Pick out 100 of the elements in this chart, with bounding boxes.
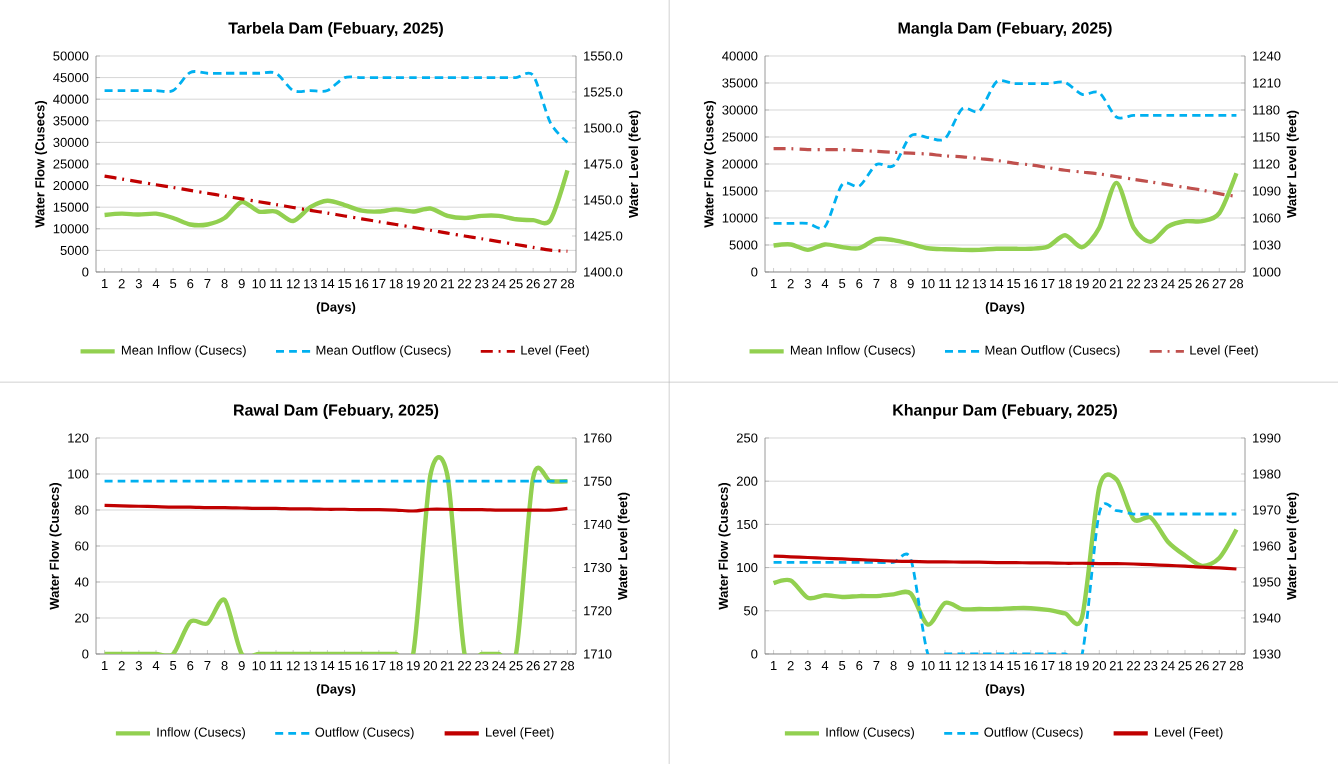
x-tick-label: 6: [856, 279, 863, 289]
x-tick-label: 28: [560, 279, 575, 289]
x-tick-label: 16: [1024, 279, 1038, 289]
x-tick-label: 21: [440, 279, 455, 289]
x-tick-label: 22: [458, 661, 472, 671]
y2-tick-label: 1760: [584, 433, 612, 443]
y-tick-label: 25000: [722, 132, 758, 142]
y2-tick-label: 1030: [1253, 240, 1281, 250]
line-series: [771, 554, 1239, 571]
legend-label: Inflow (Cusecs): [157, 727, 245, 740]
y2-tick-label: 1980: [1253, 469, 1281, 479]
x-tick-label: 25: [509, 279, 523, 289]
x-tick-label: 25: [509, 661, 523, 671]
x-tick-label: 9: [238, 279, 245, 289]
y-tick-label: 30000: [722, 105, 758, 115]
x-tick-label: 5: [170, 661, 177, 671]
x-tick-label: 4: [821, 279, 829, 288]
x-tick-label: 6: [856, 661, 863, 671]
y-tick-label: 10000: [722, 213, 758, 223]
legend-label: Level (Feet): [1155, 727, 1223, 740]
x-tick-label: 3: [135, 661, 142, 671]
y-tick-label: 100: [737, 563, 758, 573]
y2-tick-label: 1210: [1253, 78, 1281, 88]
y2-tick-label: 1990: [1253, 433, 1281, 443]
x-tick-label: 23: [1144, 661, 1158, 671]
x-tick-label: 11: [270, 279, 283, 288]
y-tick-label: 120: [68, 433, 89, 443]
x-tick-label: 11: [270, 661, 283, 670]
x-tick-label: 22: [458, 279, 472, 289]
y2-tick-label: 1150: [1253, 132, 1280, 142]
x-tick-label: 16: [355, 661, 369, 671]
legend-label: Level (Feet): [486, 727, 554, 740]
y2-tick-label: 1750: [584, 476, 612, 486]
x-tick-label: 10: [921, 661, 935, 671]
x-tick-label: 28: [1229, 661, 1244, 671]
y-tick-label: 20000: [53, 181, 89, 191]
x-tick-label: 22: [1127, 279, 1141, 289]
y2-tick-label: 1940: [1253, 613, 1281, 623]
x-tick-label: 2: [118, 279, 125, 289]
x-tick-label: 3: [804, 279, 811, 289]
x-tick-label: 17: [1041, 279, 1055, 288]
x-tick-label: 18: [1058, 279, 1072, 289]
x-tick-label: 14: [321, 279, 335, 288]
y-tick-label: 25000: [53, 159, 89, 169]
x-tick-label: 19: [406, 279, 420, 289]
x-tick-label: 21: [1109, 279, 1124, 289]
x-tick-label: 18: [389, 279, 403, 289]
y-tick-label: 150: [737, 519, 758, 529]
x-tick-label: 9: [238, 661, 245, 671]
y-tick-label: 40: [74, 577, 89, 587]
x-tick-label: 14: [990, 661, 1004, 670]
x-tick-label: 23: [1144, 279, 1158, 289]
legend-label: Outflow (Cusecs): [315, 727, 414, 740]
x-axis-title: (Days): [316, 302, 356, 315]
y-tick-label: 50000: [53, 51, 89, 61]
y-tick-label: 60: [75, 541, 89, 551]
x-tick-label: 8: [221, 279, 228, 289]
x-tick-label: 1: [101, 661, 108, 670]
x-tick-label: 1: [101, 279, 108, 288]
x-tick-label: 4: [821, 661, 829, 670]
x-tick-label: 4: [152, 661, 160, 670]
y-tick-label: 100: [68, 469, 89, 479]
chart-title: Rawal Dam (Febuary, 2025): [234, 404, 439, 419]
y2-tick-label: 1960: [1253, 541, 1281, 551]
line-series: [771, 170, 1239, 253]
x-tick-label: 6: [187, 661, 194, 671]
y-tick-label: 5000: [729, 240, 758, 250]
y-axis-title: Water Flow (Cusecs): [718, 482, 731, 610]
y-tick-label: 15000: [53, 202, 89, 212]
x-tick-label: 19: [1075, 279, 1089, 289]
x-tick-label: 28: [560, 661, 575, 671]
x-tick-label: 28: [1229, 279, 1244, 289]
x-tick-label: 7: [873, 661, 880, 670]
x-tick-label: 11: [939, 661, 952, 670]
x-tick-label: 5: [839, 661, 846, 671]
y-tick-label: 45000: [53, 73, 89, 83]
y-tick-label: 10000: [53, 224, 89, 234]
x-tick-label: 25: [1178, 661, 1192, 671]
y-tick-label: 35000: [53, 116, 89, 126]
x-tick-label: 5: [839, 279, 846, 289]
x-tick-label: 15: [1007, 279, 1021, 289]
x-tick-label: 15: [338, 279, 352, 289]
line-series: [102, 174, 570, 253]
x-tick-label: 14: [321, 661, 335, 670]
y2-tick-label: 1710: [584, 649, 612, 659]
x-axis-title: (Days): [316, 684, 356, 697]
legend-label: Level (Feet): [521, 345, 589, 358]
y2-axis-title: Water Level (feet): [628, 110, 641, 218]
y-axis-title: Water Flow (Cusecs): [703, 100, 717, 228]
y-tick-label: 0: [82, 267, 89, 277]
x-tick-label: 8: [221, 661, 228, 671]
x-tick-label: 12: [286, 661, 300, 671]
y2-tick-label: 1180: [1253, 105, 1280, 115]
x-tick-label: 15: [1007, 661, 1021, 671]
x-tick-label: 3: [135, 279, 142, 289]
y2-tick-label: 1720: [584, 606, 612, 616]
legend-label: Level (Feet): [1190, 345, 1258, 358]
y-tick-label: 20: [75, 613, 89, 623]
x-tick-label: 27: [543, 279, 557, 289]
x-tick-label: 27: [543, 661, 557, 671]
